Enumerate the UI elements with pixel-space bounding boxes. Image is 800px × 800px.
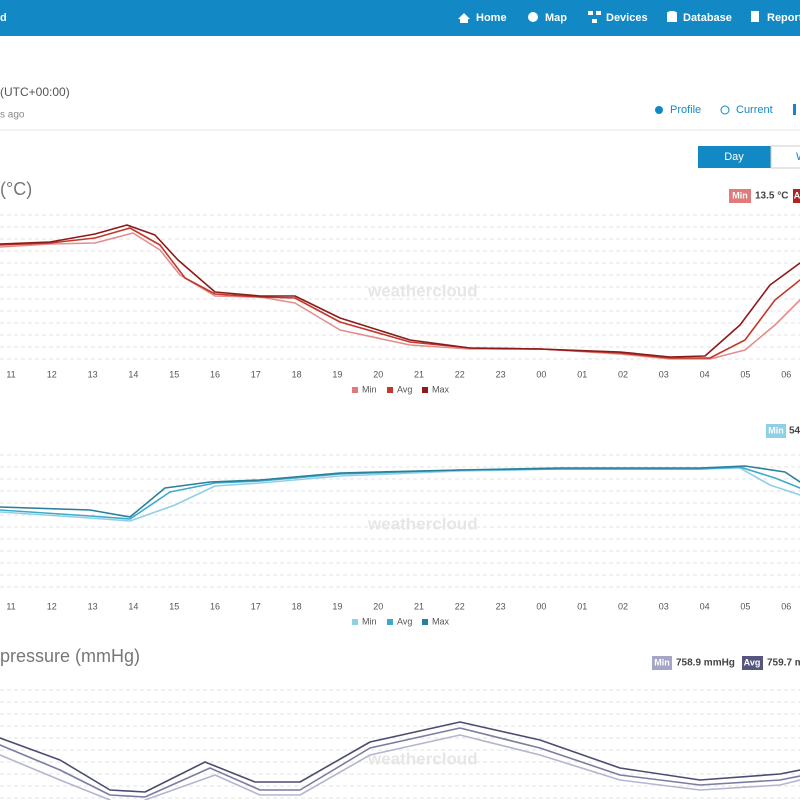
x-tick-label: 17: [251, 369, 261, 379]
badge: [742, 656, 763, 670]
x-tick-label: 23: [496, 601, 506, 611]
legend-swatch: [422, 387, 428, 393]
profile-icon: [655, 106, 663, 114]
x-tick-label: 17: [251, 601, 261, 611]
x-tick-label: 06: [781, 369, 791, 379]
legend-swatch: [352, 387, 358, 393]
current-icon: [720, 105, 730, 115]
x-tick-label: 19: [332, 601, 342, 611]
x-tick-label: 02: [618, 601, 628, 611]
legend-label: Min: [362, 616, 377, 626]
x-tick-label: 01: [577, 369, 587, 379]
x-tick-label: 01: [577, 601, 587, 611]
x-tick-label: 15: [169, 369, 179, 379]
x-tick-label: 04: [700, 369, 710, 379]
brand: d: [0, 12, 7, 24]
nav-home[interactable]: Home: [476, 12, 507, 24]
badge: [766, 424, 786, 438]
legend-label: Max: [432, 616, 450, 626]
summary-value: 54: [789, 426, 800, 437]
day-label: Day: [724, 151, 744, 163]
x-tick-label: 18: [292, 601, 302, 611]
x-tick-label: 22: [455, 601, 465, 611]
x-tick-label: 21: [414, 369, 424, 379]
watermark: weathercloud: [367, 514, 478, 533]
legend-swatch: [387, 619, 393, 625]
x-tick-label: 02: [618, 369, 628, 379]
watermark: weathercloud: [367, 749, 478, 768]
chart-title: (°C): [0, 179, 32, 199]
x-tick-label: 14: [128, 601, 138, 611]
nav-icons: [458, 11, 759, 23]
legend-swatch: [352, 619, 358, 625]
x-tick-label: 00: [536, 601, 546, 611]
x-tick-label: 14: [128, 369, 138, 379]
nav-reports[interactable]: Report: [767, 12, 800, 24]
badge: [652, 656, 672, 670]
legend-label: Max: [432, 384, 450, 394]
tab-profile[interactable]: Profile: [670, 104, 701, 116]
day-button[interactable]: [698, 146, 771, 168]
legend-label: Avg: [397, 616, 412, 626]
x-tick-label: 03: [659, 601, 669, 611]
chart-title: pressure (mmHg): [0, 646, 140, 666]
summary-value: 759.7 m: [767, 658, 800, 669]
x-tick-label: 11: [6, 601, 15, 611]
nav-database[interactable]: Database: [683, 12, 732, 24]
x-tick-label: 20: [373, 601, 383, 611]
x-tick-label: 13: [88, 601, 98, 611]
nav-map[interactable]: Map: [545, 12, 567, 24]
x-tick-label: 22: [455, 369, 465, 379]
x-tick-label: 04: [700, 601, 710, 611]
badge-label: Min: [732, 190, 748, 200]
x-tick-label: 19: [332, 369, 342, 379]
badge: [793, 189, 800, 203]
updated: s ago: [0, 110, 25, 121]
summary-value: 758.9 mmHg: [676, 658, 735, 669]
legend-swatch: [387, 387, 393, 393]
x-tick-label: 12: [47, 601, 57, 611]
badge-label: A: [794, 190, 800, 200]
temperature-curves: [0, 224, 800, 360]
x-tick-label: 16: [210, 369, 220, 379]
humidity-curves: [0, 465, 800, 522]
timezone: (UTC+00:00): [0, 85, 70, 99]
x-tick-label: 16: [210, 601, 220, 611]
flag-icon: [793, 104, 796, 115]
badge-label: Min: [768, 425, 784, 435]
x-tick-label: 21: [414, 601, 424, 611]
badge-label: Avg: [744, 657, 761, 667]
navbar: [0, 0, 800, 36]
legend-swatch: [422, 619, 428, 625]
week-button[interactable]: [770, 145, 800, 169]
pressure-curves: [0, 721, 800, 800]
nav-devices[interactable]: Devices: [606, 12, 648, 24]
x-tick-label: 15: [169, 601, 179, 611]
legend-label: Avg: [397, 384, 412, 394]
watermark: weathercloud: [367, 281, 478, 300]
x-tick-label: 00: [536, 369, 546, 379]
x-tick-label: 20: [373, 369, 383, 379]
grids: [0, 214, 800, 799]
tab-current[interactable]: Current: [736, 104, 773, 116]
x-tick-label: 13: [88, 369, 98, 379]
x-tick-label: 05: [740, 369, 750, 379]
week-label: W: [796, 151, 800, 163]
legend-label: Min: [362, 384, 377, 394]
x-tick-label: 06: [781, 601, 791, 611]
x-tick-label: 05: [740, 601, 750, 611]
summary-value: 13.5 °C: [755, 191, 788, 202]
badge-label: Min: [654, 657, 670, 667]
x-tick-label: 23: [496, 369, 506, 379]
x-tick-label: 03: [659, 369, 669, 379]
x-tick-label: 12: [47, 369, 57, 379]
x-tick-label: 18: [292, 369, 302, 379]
x-tick-label: 11: [6, 369, 15, 379]
badge: [729, 189, 751, 203]
